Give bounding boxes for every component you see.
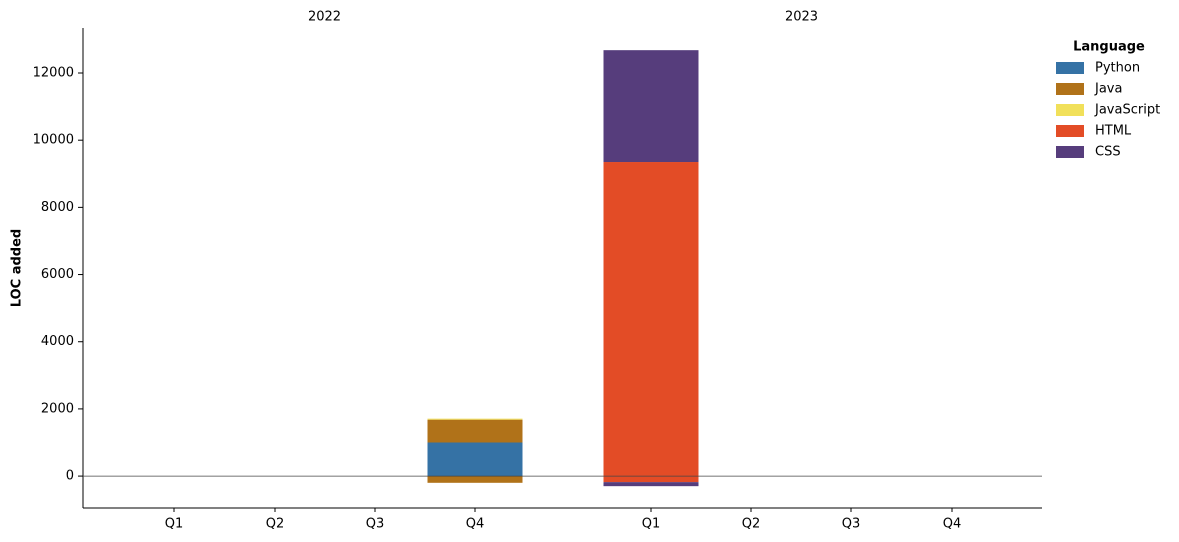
x-tick-label: Q1 — [642, 517, 661, 532]
legend-swatch — [1056, 125, 1084, 137]
y-tick-label: 2000 — [41, 401, 74, 416]
y-axis-label: LOC added — [10, 229, 25, 307]
group-label: 2023 — [785, 10, 818, 25]
bar-segment — [427, 418, 523, 420]
y-tick-label: 6000 — [41, 267, 74, 282]
legend-label: CSS — [1095, 145, 1121, 160]
legend-label: Java — [1094, 82, 1122, 97]
legend-title: Language — [1073, 40, 1145, 55]
bar-segment — [427, 419, 523, 443]
y-tick-label: 10000 — [33, 133, 74, 148]
legend-label: HTML — [1095, 124, 1132, 139]
legend-swatch — [1056, 146, 1084, 158]
legend-swatch — [1056, 104, 1084, 116]
x-tick-label: Q4 — [943, 517, 962, 532]
y-tick-label: 4000 — [41, 334, 74, 349]
bar-segment-removed — [603, 476, 699, 483]
legend-label: JavaScript — [1094, 103, 1160, 118]
x-tick-label: Q2 — [266, 517, 285, 532]
y-tick-label: 8000 — [41, 200, 74, 215]
y-tick-label: 12000 — [33, 66, 74, 81]
x-tick-label: Q3 — [842, 517, 861, 532]
x-tick-label: Q1 — [165, 517, 184, 532]
y-tick-label: 0 — [66, 469, 74, 484]
bar-segment — [603, 50, 699, 163]
bar-segment — [603, 162, 699, 477]
bar-segment — [427, 442, 523, 477]
x-tick-label: Q3 — [366, 517, 385, 532]
legend-swatch — [1056, 62, 1084, 74]
x-tick-label: Q2 — [742, 517, 761, 532]
x-tick-label: Q4 — [466, 517, 485, 532]
legend-label: Python — [1095, 61, 1140, 76]
group-label: 2022 — [308, 10, 341, 25]
legend-swatch — [1056, 83, 1084, 95]
bar-segment-removed — [603, 482, 699, 487]
bar-segment-removed — [427, 476, 523, 483]
